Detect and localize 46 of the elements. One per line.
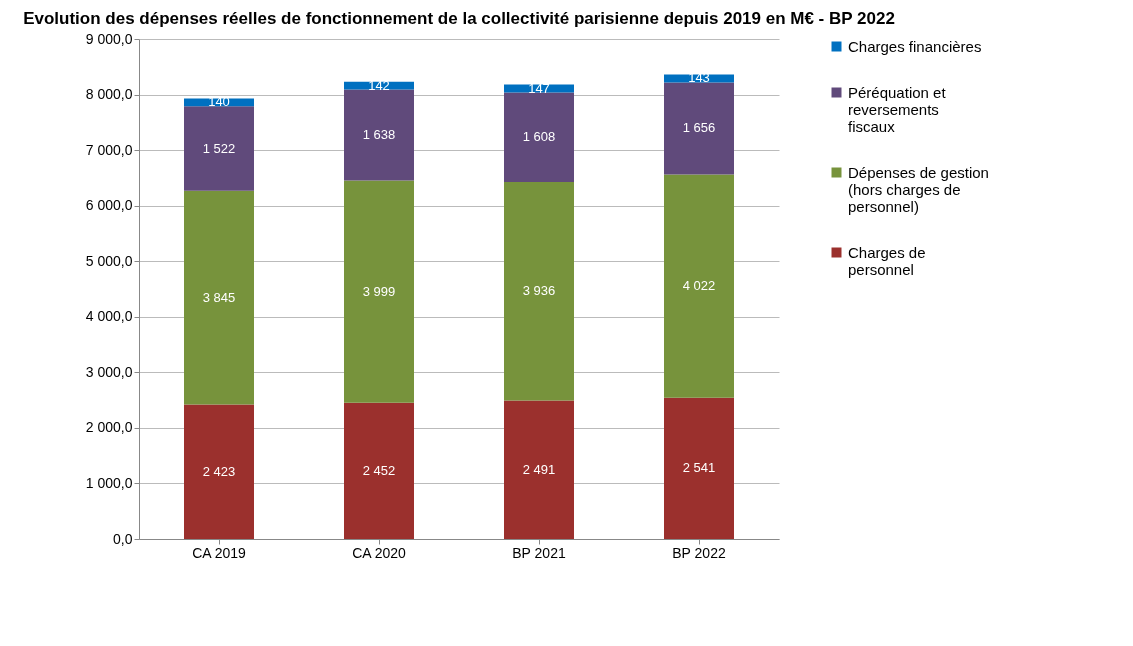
legend-label: Charges financières bbox=[848, 37, 982, 55]
data-label: 3 845 bbox=[202, 289, 236, 305]
data-label: 2 541 bbox=[682, 460, 716, 476]
bar bbox=[184, 106, 254, 191]
data-label: 1 522 bbox=[202, 140, 236, 156]
bar bbox=[664, 397, 734, 539]
bar bbox=[504, 92, 574, 182]
y-tick-label: 9 000,0 bbox=[85, 30, 133, 47]
data-label: 147 bbox=[528, 80, 550, 96]
x-tick-label: CA 2020 bbox=[352, 544, 407, 561]
data-label: 3 999 bbox=[362, 283, 396, 299]
data-label: 2 423 bbox=[202, 463, 236, 479]
y-tick-label: 2 000,0 bbox=[85, 419, 133, 436]
data-label: 2 491 bbox=[522, 461, 556, 477]
data-label: 3 936 bbox=[522, 283, 556, 299]
bar bbox=[344, 180, 414, 403]
x-tick-label: BP 2022 bbox=[672, 544, 726, 561]
legend-label: Charges de personnel bbox=[848, 243, 926, 278]
y-tick-label: 0,0 bbox=[113, 530, 133, 547]
chart-title: Evolution des dépenses réelles de fonctionnement de la collectivité parisienne depuis 2019 en M€ - BP 2022 bbox=[23, 9, 895, 28]
bar bbox=[504, 84, 574, 93]
y-tick-label: 6 000,0 bbox=[85, 197, 133, 214]
bar bbox=[664, 174, 734, 398]
bar bbox=[344, 402, 414, 539]
legend-label: Dépenses de gestion (hors charges de personnel) bbox=[848, 163, 989, 215]
data-label: 4 022 bbox=[682, 278, 716, 294]
y-tick-label: 7 000,0 bbox=[85, 141, 133, 158]
y-tick-label: 4 000,0 bbox=[85, 308, 133, 325]
y-tick-label: 5 000,0 bbox=[85, 252, 133, 269]
bar bbox=[504, 181, 574, 401]
bar bbox=[504, 400, 574, 539]
y-tick-label: 1 000,0 bbox=[85, 474, 133, 491]
bar bbox=[344, 89, 414, 181]
data-label: 1 638 bbox=[362, 127, 396, 143]
x-tick-label: CA 2019 bbox=[192, 544, 247, 561]
bar bbox=[184, 190, 254, 405]
x-tick-label: BP 2021 bbox=[512, 544, 566, 561]
data-label: 2 452 bbox=[362, 462, 396, 478]
data-label: 1 608 bbox=[522, 129, 556, 145]
data-label: 142 bbox=[368, 77, 390, 93]
y-tick-label: 3 000,0 bbox=[85, 363, 133, 380]
bar bbox=[184, 404, 254, 539]
legend-label: Péréquation et reversements fiscaux bbox=[848, 83, 947, 135]
bar bbox=[664, 82, 734, 175]
y-tick-label: 8 000,0 bbox=[85, 86, 133, 103]
data-label: 1 656 bbox=[682, 120, 716, 136]
